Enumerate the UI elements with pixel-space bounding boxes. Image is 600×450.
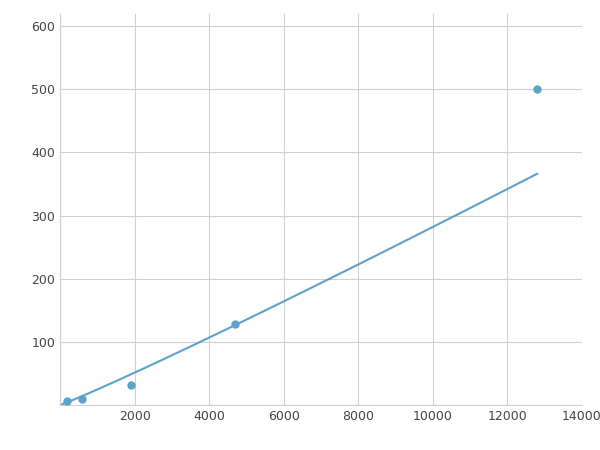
Point bbox=[532, 86, 542, 93]
Point bbox=[62, 397, 72, 404]
Point bbox=[126, 381, 136, 388]
Point bbox=[230, 320, 240, 328]
Point bbox=[77, 395, 87, 402]
